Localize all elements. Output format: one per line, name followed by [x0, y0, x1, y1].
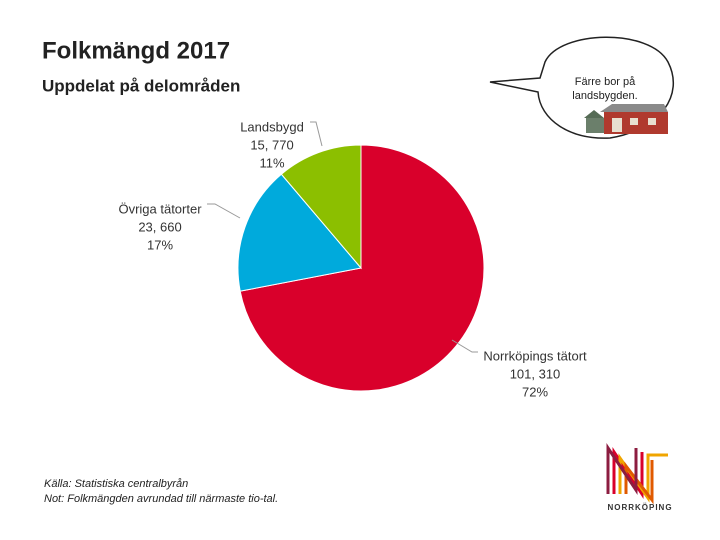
leader-line	[207, 203, 241, 219]
speech-bubble: Färre bor på landsbygden.	[489, 36, 674, 139]
source-note: Källa: Statistiska centralbyrån	[44, 478, 188, 490]
value-label: 23, 660	[138, 219, 181, 234]
leader-line	[310, 121, 323, 147]
logo: NORRKÖPING	[606, 443, 672, 512]
brand: NORRKÖPING	[607, 503, 672, 512]
percent-label: 17%	[147, 237, 173, 252]
leader-line	[451, 339, 478, 353]
annotation: landsbygden.	[572, 90, 637, 102]
category-label: Övriga tätorter	[118, 201, 202, 216]
category-label: Landsbygd	[240, 119, 304, 134]
percent-label: 11%	[259, 155, 284, 170]
category-label: Norrköpings tätort	[483, 348, 587, 363]
value-label: 101, 310	[510, 366, 561, 381]
annotation: Färre bor på	[575, 76, 636, 88]
source-note: Not: Folkmängden avrundad till närmaste …	[44, 493, 278, 505]
value-label: 15, 770	[250, 137, 293, 152]
pie-slice	[280, 144, 362, 270]
chart-subtitle: Uppdelat på delområden	[42, 76, 240, 95]
chart-title: Folkmängd 2017	[42, 37, 230, 64]
percent-label: 72%	[522, 384, 548, 399]
pie-slice	[239, 144, 485, 392]
pie-slice	[237, 173, 362, 292]
house-icon	[584, 104, 668, 134]
